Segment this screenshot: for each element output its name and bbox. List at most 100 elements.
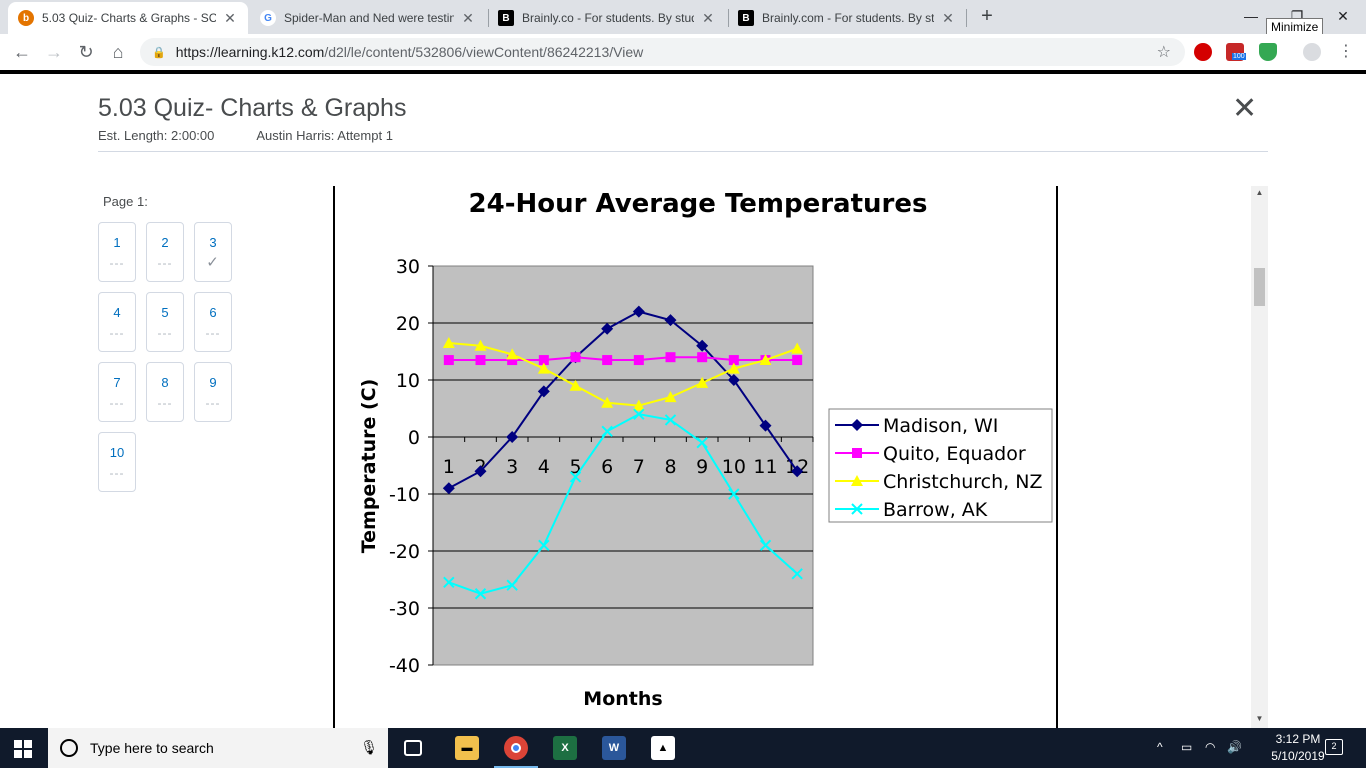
- legend-marker: [851, 419, 863, 431]
- taskbar-search-input[interactable]: Type here to search 🎙: [48, 728, 388, 768]
- x-tick-label: 9: [696, 456, 708, 478]
- data-point: [664, 391, 677, 403]
- task-view-icon[interactable]: [404, 740, 422, 756]
- tab-close-icon[interactable]: ✕: [462, 9, 474, 26]
- data-point: [728, 355, 739, 366]
- answered-check-icon: ✓: [206, 254, 220, 271]
- data-point: [633, 408, 645, 420]
- new-tab-button[interactable]: +: [981, 5, 993, 27]
- data-point: [602, 355, 613, 366]
- data-point: [507, 355, 518, 366]
- tab-brainly-com[interactable]: B Brainly.com - For students. By stu ✕: [728, 2, 966, 34]
- data-point: [443, 576, 455, 589]
- data-point: [475, 355, 486, 366]
- tab-quiz[interactable]: b 5.03 Quiz- Charts & Graphs - SCI ✕: [8, 2, 248, 34]
- notification-center-icon[interactable]: 2: [1325, 739, 1343, 755]
- windows-start-icon[interactable]: [14, 740, 32, 758]
- question-1-button[interactable]: 1 ---: [98, 222, 136, 282]
- data-point: [727, 374, 740, 386]
- pdf-extension-icon[interactable]: 100: [1226, 43, 1246, 61]
- attempt-info: Austin Harris: Attempt 1: [256, 128, 393, 143]
- data-point: [506, 431, 519, 443]
- x-tick-label: 6: [601, 456, 613, 478]
- question-8-button[interactable]: 8 ---: [146, 362, 184, 422]
- y-tick-label: 10: [396, 370, 420, 392]
- excel-icon[interactable]: X: [553, 736, 577, 760]
- question-3-button[interactable]: 3 ✓: [194, 222, 232, 282]
- data-point: [696, 339, 709, 352]
- file-explorer-icon[interactable]: ▬: [455, 736, 479, 760]
- x-tick-label: 8: [664, 456, 676, 478]
- tab-close-icon[interactable]: ✕: [942, 9, 954, 26]
- unanswered-dashes: ---: [157, 396, 173, 410]
- address-bar[interactable]: 🔒 https://learning.k12.com/d2l/le/conten…: [140, 38, 1185, 66]
- tray-chevron-icon[interactable]: ^: [1157, 740, 1163, 754]
- data-point: [537, 385, 550, 398]
- close-quiz-button[interactable]: ✕: [1232, 92, 1258, 125]
- data-point: [632, 305, 645, 318]
- question-number: 3: [209, 235, 217, 250]
- x-tick-label: 3: [506, 456, 518, 478]
- back-button[interactable]: ←: [13, 42, 31, 62]
- x-tick-label: 5: [569, 456, 581, 478]
- photos-icon[interactable]: ▲: [651, 736, 675, 760]
- question-4-button[interactable]: 4 ---: [98, 292, 136, 352]
- question-5-button[interactable]: 5 ---: [146, 292, 184, 352]
- question-7-button[interactable]: 7 ---: [98, 362, 136, 422]
- scroll-down-arrow-icon[interactable]: ▼: [1255, 714, 1264, 723]
- x-axis-label: Months: [583, 688, 662, 710]
- tab-close-icon[interactable]: ✕: [702, 9, 714, 26]
- close-window-button[interactable]: ✕: [1337, 7, 1349, 24]
- data-point: [697, 352, 708, 363]
- question-10-button[interactable]: 10 ---: [98, 432, 136, 492]
- content-scrollbar[interactable]: ▲ ▼: [1251, 186, 1268, 728]
- minimize-button[interactable]: —: [1244, 8, 1258, 24]
- word-icon[interactable]: W: [602, 736, 626, 760]
- tab-brainly-co[interactable]: B Brainly.co - For students. By stud ✕: [488, 2, 726, 34]
- x-tick-label: 11: [753, 456, 777, 478]
- taskbar-clock[interactable]: 3:12 PM 5/10/2019: [1268, 731, 1328, 765]
- microphone-icon[interactable]: 🎙: [360, 739, 378, 755]
- question-6-button[interactable]: 6 ---: [194, 292, 232, 352]
- search-placeholder: Type here to search: [90, 740, 214, 756]
- tab-close-icon[interactable]: ✕: [224, 9, 236, 26]
- question-9-button[interactable]: 9 ---: [194, 362, 232, 422]
- menu-kebab-icon[interactable]: ⋮: [1338, 43, 1354, 60]
- scroll-up-arrow-icon[interactable]: ▲: [1255, 188, 1264, 197]
- x-tick-label: 4: [538, 456, 550, 478]
- google-favicon-icon: G: [260, 10, 276, 26]
- question-2-button[interactable]: 2 ---: [146, 222, 184, 282]
- battery-icon[interactable]: ▭: [1181, 740, 1193, 754]
- bookmark-star-icon[interactable]: ☆: [1156, 44, 1171, 61]
- question-number: 5: [161, 305, 169, 320]
- quiz-meta: Est. Length: 2:00:00 Austin Harris: Attem…: [98, 128, 393, 143]
- tab-title: 5.03 Quiz- Charts & Graphs - SCI: [42, 11, 216, 25]
- x-tick-label: 10: [722, 456, 746, 478]
- tab-google-search[interactable]: G Spider-Man and Ned were testing ✕: [250, 2, 486, 34]
- unanswered-dashes: ---: [109, 466, 125, 480]
- data-point: [601, 425, 613, 438]
- question-number: 4: [113, 305, 121, 320]
- y-tick-label: -30: [389, 598, 420, 620]
- chrome-icon[interactable]: [504, 736, 528, 760]
- brainly-favicon-icon: B: [738, 10, 754, 26]
- adblock-extension-icon[interactable]: [1194, 43, 1212, 61]
- scroll-thumb[interactable]: [1254, 268, 1265, 306]
- y-tick-label: 30: [396, 256, 420, 278]
- data-point: [727, 362, 740, 374]
- y-axis-label: Temperature (C): [358, 379, 380, 554]
- forward-button[interactable]: →: [45, 42, 63, 62]
- question-number: 10: [109, 445, 125, 460]
- home-button[interactable]: ⌂: [112, 42, 124, 62]
- profile-avatar-icon[interactable]: [1303, 43, 1321, 61]
- data-point: [664, 314, 677, 327]
- data-point: [538, 355, 549, 366]
- reload-button[interactable]: ↻: [78, 42, 94, 62]
- legend-label: Madison, WI: [883, 415, 998, 437]
- tab-separator: [488, 9, 489, 27]
- legend-label: Quito, Equador: [883, 443, 1026, 465]
- chart-title: 24-Hour Average Temperatures: [469, 189, 928, 219]
- volume-icon[interactable]: 🔊: [1227, 740, 1242, 754]
- wifi-icon[interactable]: ◠: [1205, 740, 1216, 754]
- shield-extension-icon[interactable]: [1259, 43, 1277, 61]
